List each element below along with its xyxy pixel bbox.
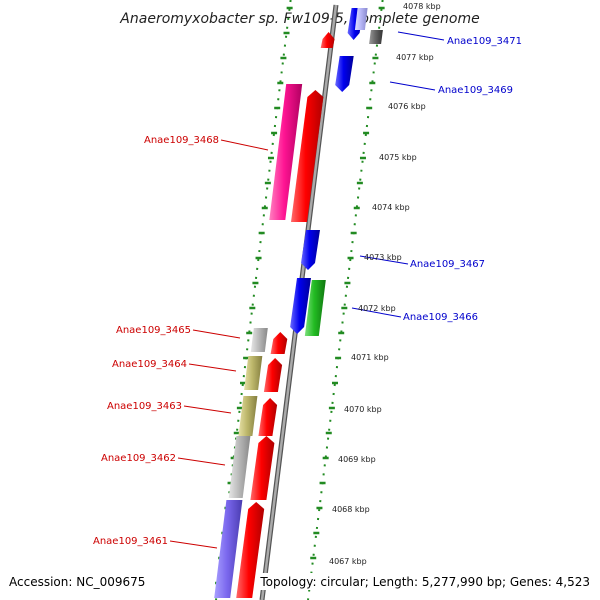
leader-anae109-3469: [389, 81, 436, 91]
left-dotted-line: [215, 0, 292, 600]
label-leaders: [169, 31, 445, 549]
kbp-label: 4073 kbp: [364, 253, 402, 262]
gene-feature-red-3464[interactable]: [263, 358, 283, 392]
kbp-label: 4074 kbp: [372, 203, 410, 212]
gene-label-anae109-3464[interactable]: Anae109_3464: [112, 359, 187, 370]
gene-feature-anae109-3469[interactable]: [335, 56, 354, 92]
gene-label-anae109-3469[interactable]: Anae109_3469: [438, 85, 513, 96]
gene-feature-top-darkgray[interactable]: [369, 30, 383, 44]
gene-label-anae109-3468[interactable]: Anae109_3468: [144, 135, 219, 146]
gene-features: [214, 8, 383, 598]
leader-anae109-3462: [177, 457, 226, 466]
gene-label-anae109-3462[interactable]: Anae109_3462: [101, 453, 176, 464]
kbp-label: 4071 kbp: [351, 353, 389, 362]
gene-feature-anae109-3461[interactable]: [214, 500, 243, 598]
kbp-label: 4067 kbp: [329, 557, 367, 566]
gene-label-anae109-3466[interactable]: Anae109_3466: [403, 312, 478, 323]
leader-anae109-3464: [188, 363, 237, 372]
gene-feature-anae109-3465[interactable]: [250, 328, 268, 352]
leader-anae109-3471: [397, 31, 445, 41]
right-gene-labels: Anae109_3471 Anae109_3469 Anae109_3467 A…: [403, 36, 522, 323]
leader-anae109-3468: [220, 139, 269, 151]
gene-label-anae109-3461[interactable]: Anae109_3461: [93, 536, 168, 547]
topology-background: [258, 573, 594, 590]
ruler-dots: [215, 0, 384, 600]
gene-label-anae109-3467[interactable]: Anae109_3467: [410, 259, 485, 270]
gene-feature-red-3461[interactable]: [236, 502, 265, 598]
gene-feature-top-red[interactable]: [320, 32, 335, 48]
leader-anae109-3466: [351, 307, 402, 318]
gene-feature-anae109-3467[interactable]: [301, 230, 320, 270]
gene-feature-anae109-3466-green[interactable]: [304, 280, 326, 336]
gene-feature-anae109-3462[interactable]: [228, 436, 251, 498]
gene-feature-anae109-3463[interactable]: [238, 396, 258, 436]
accession-label: Accession: NC_009675: [9, 575, 145, 589]
gene-feature-red-3462[interactable]: [250, 436, 275, 500]
left-gene-labels: Anae109_3468 Anae109_3465 Anae109_3464 A…: [93, 135, 219, 547]
gene-label-anae109-3465[interactable]: Anae109_3465: [116, 325, 191, 336]
right-dotted-line: [307, 0, 384, 600]
gene-feature-red-3465[interactable]: [270, 332, 288, 354]
kbp-label: 4077 kbp: [396, 53, 434, 62]
gene-feature-red-long[interactable]: [291, 90, 324, 222]
gene-feature-top-lavender[interactable]: [354, 8, 368, 30]
gene-feature-red-3463[interactable]: [258, 398, 278, 436]
leader-anae109-3467: [359, 255, 409, 265]
kbp-label: 4076 kbp: [388, 102, 426, 111]
kbp-label: 4072 kbp: [358, 304, 396, 313]
leader-anae109-3465: [192, 329, 241, 339]
leader-anae109-3461: [169, 540, 218, 549]
gene-label-anae109-3463[interactable]: Anae109_3463: [107, 401, 182, 412]
kbp-label: 4069 kbp: [338, 455, 376, 464]
leader-anae109-3463: [183, 405, 232, 414]
gene-feature-anae109-3464[interactable]: [244, 356, 263, 390]
kbp-labels: 4078 kbp 4077 kbp 4076 kbp 4075 kbp 4074…: [329, 2, 441, 566]
map-title: Anaeromyxobacter sp. Fw109-5, complete g…: [119, 11, 479, 27]
gene-feature-anae109-3468[interactable]: [269, 84, 303, 220]
gene-feature-anae109-3466-blue[interactable]: [290, 278, 311, 334]
kbp-label: 4075 kbp: [379, 153, 417, 162]
kbp-label: 4070 kbp: [344, 405, 382, 414]
kbp-label: 4078 kbp: [403, 2, 441, 11]
topology-label: Topology: circular; Length: 5,277,990 bp…: [259, 575, 590, 589]
gene-label-anae109-3471[interactable]: Anae109_3471: [447, 36, 522, 47]
kbp-label: 4068 kbp: [332, 505, 370, 514]
